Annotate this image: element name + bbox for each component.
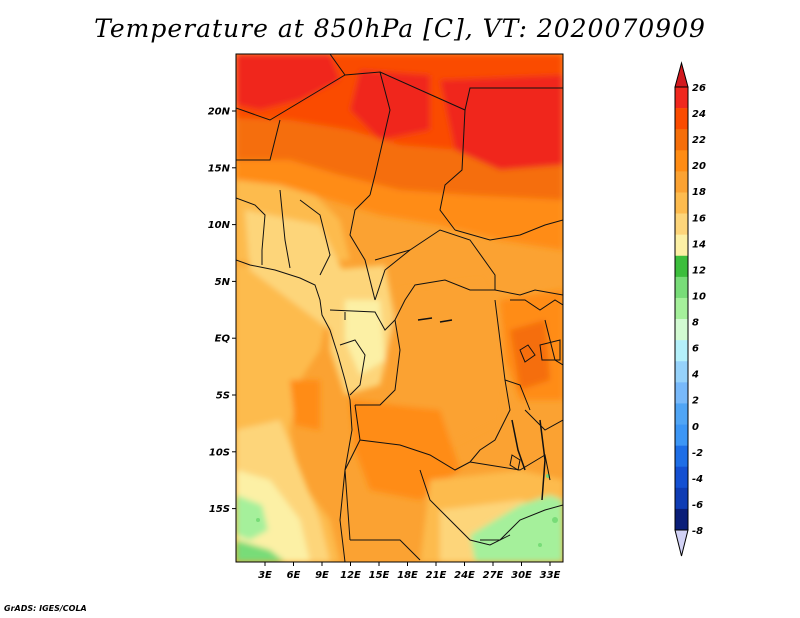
lat-label: 20N: [208, 107, 231, 118]
colorbar-label: 20: [692, 161, 706, 172]
colorbar-label: 4: [691, 370, 699, 381]
lon-label: 18E: [397, 570, 418, 581]
colorbar-swatch: [675, 213, 688, 235]
colorbar-label: 2: [692, 396, 699, 407]
lon-axis: 3E 6E 9E 12E 15E 18E 21E 24E 27E 30E 33E: [258, 562, 561, 581]
colorbar-bottom-arrow: [674, 529, 689, 557]
lon-label: 27E: [483, 570, 504, 581]
lon-label: 15E: [369, 570, 390, 581]
colorbar-swatch: [675, 192, 688, 214]
lat-label: 10N: [208, 220, 231, 231]
colorbar-swatch: [675, 340, 688, 362]
colorbar-label: -8: [692, 526, 703, 537]
lon-label: 6E: [287, 570, 301, 581]
colorbar-label: 0: [692, 422, 699, 433]
colorbar-label: 6: [692, 344, 699, 355]
colorbar-label: 8: [692, 318, 699, 329]
colorbar-swatch: [675, 297, 688, 320]
colorbar-label: 24: [692, 109, 706, 120]
colorbar-swatch: [675, 487, 688, 510]
colorbar-swatch: [675, 234, 688, 257]
colorbar-label: -4: [692, 474, 703, 485]
lat-label: EQ: [215, 334, 231, 345]
lon-label: 12E: [340, 570, 361, 581]
colorbar-label: 10: [692, 291, 706, 302]
lon-label: 24E: [454, 570, 475, 581]
colorbar-swatch: [675, 403, 688, 425]
colorbar-swatch: [675, 276, 688, 299]
lat-label: 5N: [215, 277, 231, 288]
colorbar-swatch: [675, 466, 688, 489]
lon-label: 33E: [540, 570, 561, 581]
lon-label: 9E: [315, 570, 329, 581]
colorbar-label: 26: [692, 83, 706, 94]
colorbar-label: 12: [692, 265, 706, 276]
lat-label: 10S: [209, 447, 230, 458]
lat-axis: 20N 15N 10N 5N EQ 5S 10S 15S: [208, 107, 236, 515]
colorbar-label: 14: [692, 239, 706, 250]
colorbar-frame: [674, 86, 689, 531]
lon-label: 3E: [258, 570, 272, 581]
credit-text: GrADS: IGES/COLA: [4, 604, 87, 613]
lat-label: 5S: [216, 391, 230, 402]
colorbar-swatch: [675, 508, 688, 531]
colorbar-label: -6: [692, 500, 703, 511]
colorbar-swatch: [675, 129, 688, 151]
colorbar-label: 18: [692, 187, 706, 198]
country-borders: [236, 54, 563, 562]
colorbar-swatch: [675, 382, 688, 404]
colorbar-swatch: [675, 87, 688, 109]
lat-label: 15N: [208, 163, 231, 174]
lon-label: 21E: [426, 570, 447, 581]
map-title: Temperature at 850hPa [C], VT: 202007090…: [94, 14, 706, 43]
plot-frame: [235, 53, 564, 563]
colorbar-label: 22: [692, 135, 706, 146]
lon-label: 30E: [511, 570, 532, 581]
colorbar-swatch: [675, 445, 688, 468]
colorbar-swatch: [675, 150, 688, 172]
colorbar-swatch: [675, 361, 688, 383]
colorbar-top-arrow: [674, 61, 689, 88]
colorbar-swatch: [675, 319, 688, 341]
colorbar-swatch: [675, 424, 688, 446]
colorbar-swatch: [675, 255, 688, 278]
temperature-field: [236, 54, 563, 562]
colorbar-swatch: [675, 108, 688, 130]
colorbar-label: 16: [692, 213, 706, 224]
colorbar-label: -2: [692, 448, 703, 459]
lat-label: 15S: [209, 504, 230, 515]
colorbar-swatch: [675, 171, 688, 193]
